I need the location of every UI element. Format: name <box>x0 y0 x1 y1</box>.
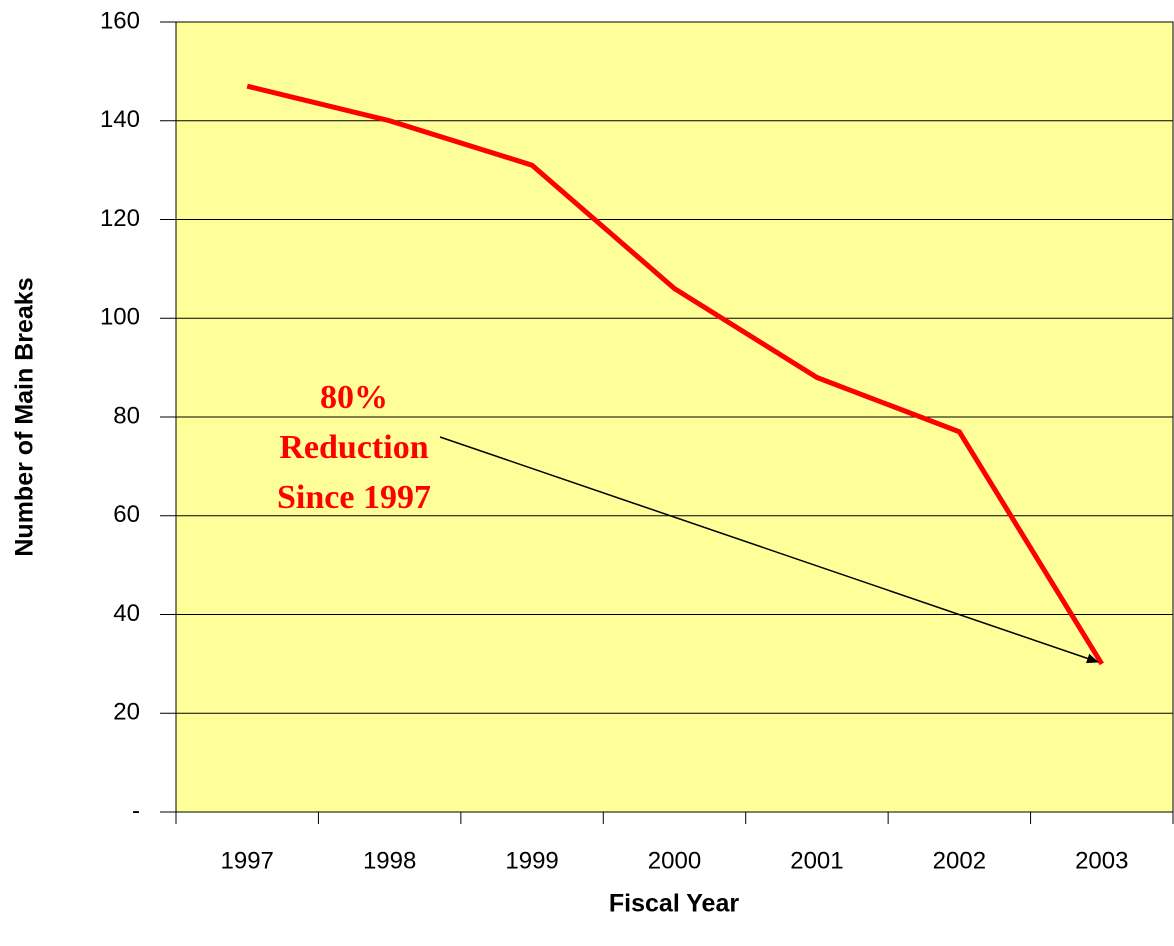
y-tick-label: 140 <box>100 106 140 133</box>
y-tick-label: - <box>132 797 140 824</box>
y-tick-label: 160 <box>100 7 140 34</box>
y-tick-label: 120 <box>100 205 140 232</box>
x-tick-label: 2003 <box>1075 847 1128 874</box>
annotation-line: 80% <box>320 379 388 416</box>
y-tick-label: 40 <box>113 600 140 627</box>
x-tick-label: 1999 <box>505 847 558 874</box>
y-tick-label: 80 <box>113 402 140 429</box>
x-tick-label: 1998 <box>363 847 416 874</box>
y-tick-label: 100 <box>100 304 140 331</box>
x-tick-label: 2001 <box>790 847 843 874</box>
marks <box>246 83 1104 666</box>
annotation-line: Since 1997 <box>277 479 431 516</box>
x-tick-label: 1997 <box>221 847 274 874</box>
y-axis-label: Number of Main Breaks <box>11 277 39 556</box>
y-tick-label: 20 <box>113 699 140 726</box>
annotation-line: Reduction <box>279 429 428 466</box>
x-axis-label: Fiscal Year <box>609 890 739 918</box>
annotation-arrow <box>439 436 1099 664</box>
x-tick-label: 2000 <box>648 847 701 874</box>
data-line <box>246 83 1104 666</box>
y-tick-label: 60 <box>113 501 140 528</box>
x-tick-label: 2002 <box>933 847 986 874</box>
grid <box>160 21 1174 824</box>
